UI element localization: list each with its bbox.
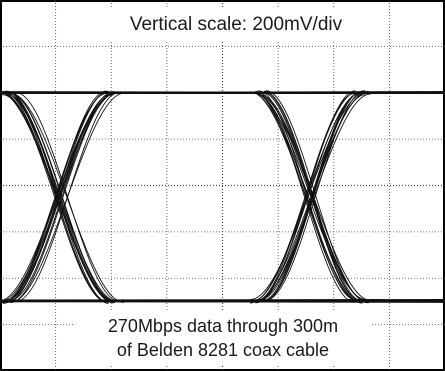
- low-level-trace: [0, 299, 445, 302]
- falling-edge-trace: [7, 90, 109, 303]
- falling-edge-trace: [5, 90, 107, 302]
- eye-traces: [0, 90, 445, 304]
- falling-edge-trace: [3, 92, 118, 302]
- high-level-trace: [0, 91, 445, 94]
- falling-edge-trace: [1, 94, 115, 304]
- caption-line-1: 270Mbps data through 300m: [107, 316, 339, 336]
- falling-edge-trace: [262, 92, 361, 302]
- falling-edge-trace: [10, 92, 116, 303]
- falling-edge-trace: [265, 90, 366, 301]
- caption-line-2: of Belden 8281 coax cable: [116, 340, 330, 360]
- low-level-trace: [0, 300, 445, 303]
- caption-label: 270Mbps data through 300m of Belden 8281…: [75, 310, 371, 366]
- falling-edge-trace: [10, 92, 125, 303]
- falling-edge-trace: [253, 91, 358, 301]
- falling-edge-trace: [263, 90, 363, 302]
- vertical-scale-label: Vertical scale: 200mV/div: [100, 8, 372, 42]
